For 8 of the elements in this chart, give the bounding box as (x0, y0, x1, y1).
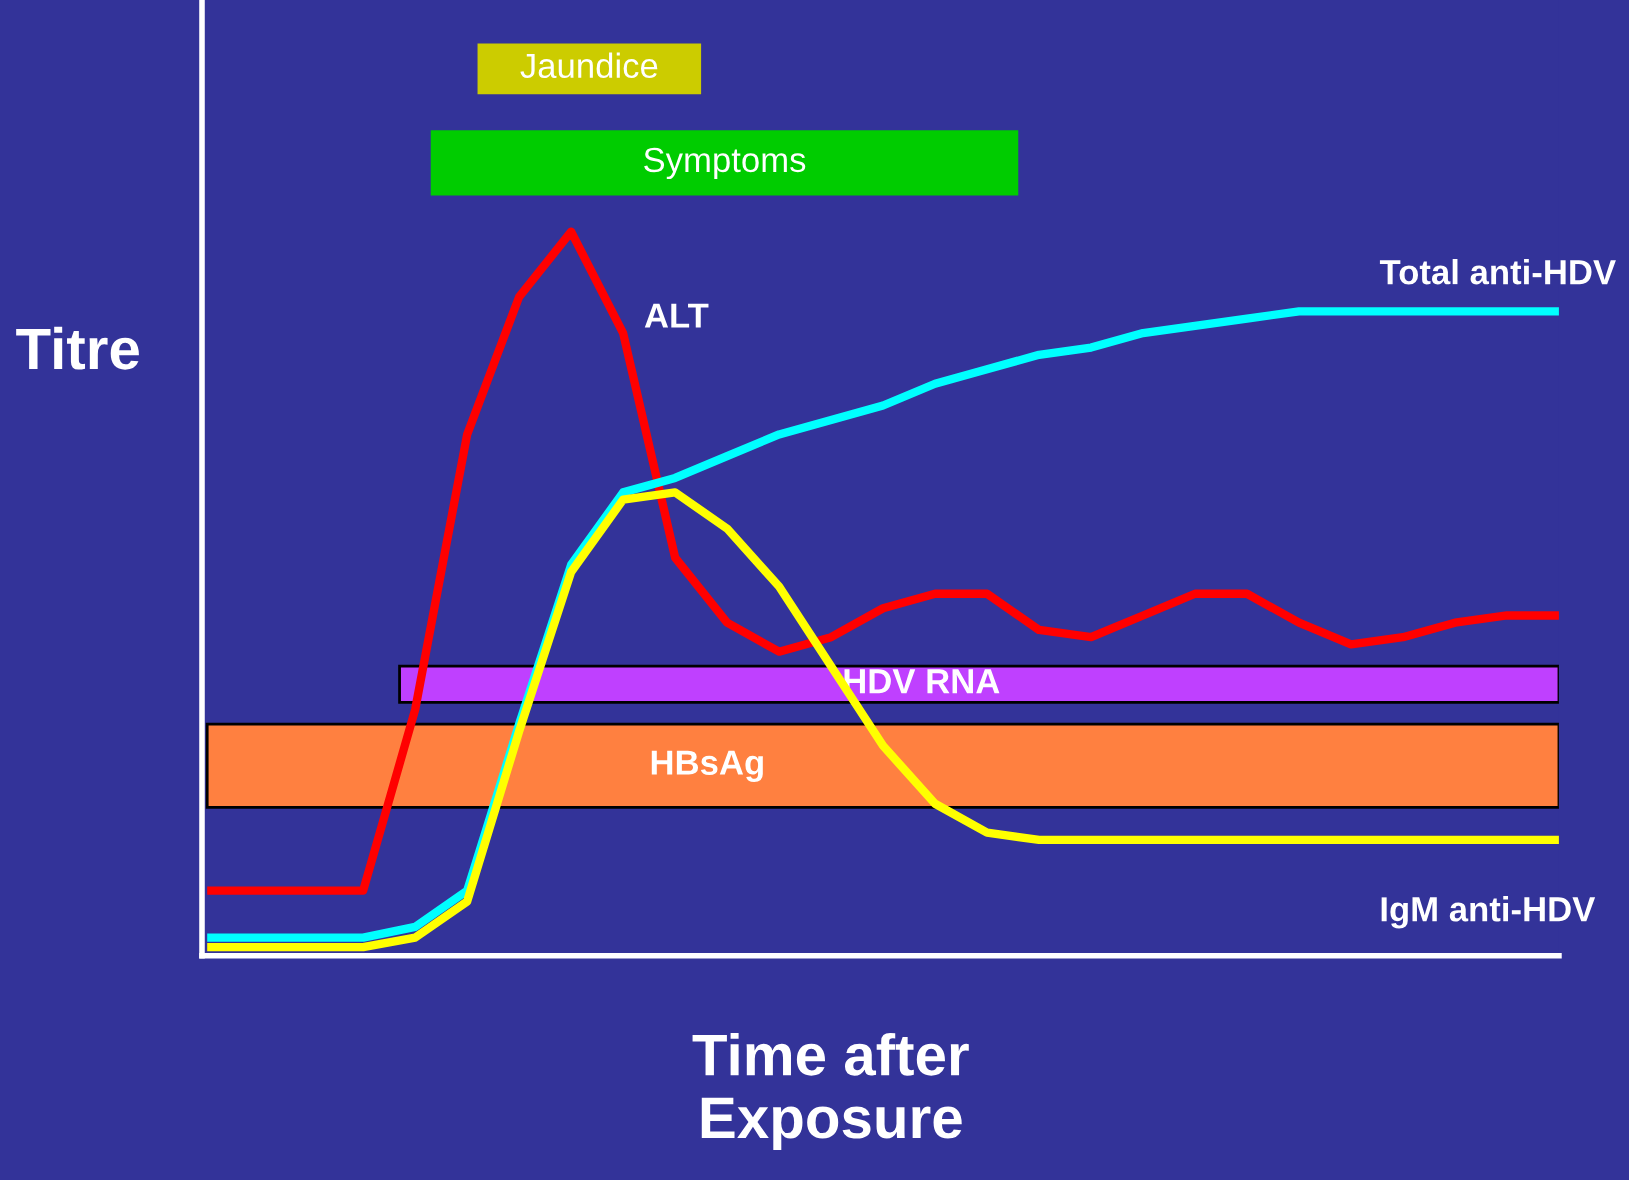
band-label: HBsAg (651, 750, 763, 782)
text: Jaundice (520, 52, 658, 79)
series-label: IgM anti-HDV (1381, 896, 1596, 929)
x-axis-title: Time after Exposure (692, 1032, 969, 1151)
y-axis-title: Titre (16, 326, 139, 370)
series-label: ALT (644, 303, 709, 328)
text: Symptoms (644, 147, 806, 180)
series-label: Total anti-HDV (1379, 258, 1616, 285)
